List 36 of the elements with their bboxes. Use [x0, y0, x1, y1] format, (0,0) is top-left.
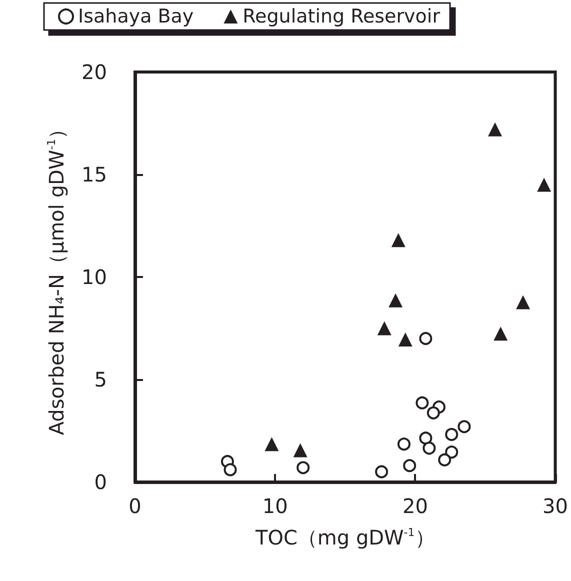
- point: [537, 178, 552, 192]
- y-tick-label: 10: [82, 265, 107, 289]
- y-axis-title: Adsorbed NH₄-N（μmol gDW-1）: [44, 118, 68, 436]
- point: [419, 332, 432, 345]
- point: [397, 438, 410, 451]
- point: [296, 461, 310, 474]
- y-tick-label: 20: [82, 60, 107, 84]
- point: [293, 443, 308, 458]
- point: [416, 396, 429, 410]
- x-tick-label: 0: [128, 494, 142, 518]
- point: [398, 332, 412, 347]
- x-tick-label: 30: [542, 494, 568, 518]
- point: [438, 453, 452, 466]
- point: [419, 432, 432, 445]
- point: [458, 420, 471, 434]
- point: [224, 463, 237, 476]
- point: [488, 122, 502, 136]
- x-tick-label: 20: [402, 494, 428, 518]
- legend-label: Regulating Reservoir: [242, 6, 440, 28]
- x-tick-label: 10: [262, 494, 288, 518]
- point: [445, 428, 458, 441]
- point: [403, 459, 416, 472]
- point: [375, 465, 388, 478]
- point: [516, 295, 530, 310]
- point: [388, 293, 403, 308]
- legend-label: Isahaya Bay: [78, 6, 194, 28]
- y-tick-label: 0: [94, 470, 107, 494]
- point: [377, 321, 392, 336]
- y-tick-label: 5: [94, 368, 107, 392]
- point: [445, 446, 458, 459]
- point: [422, 442, 436, 455]
- point: [426, 406, 440, 420]
- point: [391, 233, 406, 248]
- point: [264, 437, 279, 452]
- point: [494, 326, 508, 341]
- y-tick-label: 15: [82, 162, 107, 186]
